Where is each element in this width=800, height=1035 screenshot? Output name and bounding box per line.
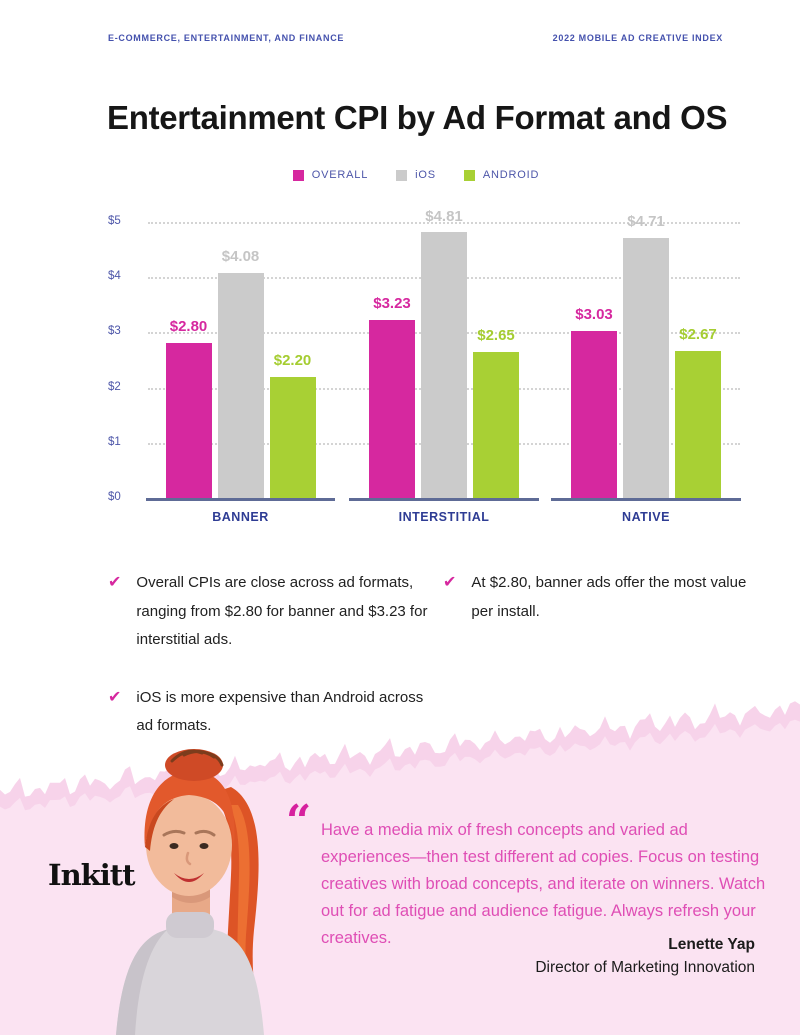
- y-axis-tick: $0: [108, 491, 121, 503]
- legend-swatch-icon: [396, 169, 408, 181]
- bar-value-label: $2.20: [273, 351, 312, 369]
- bar-value-label: $3.23: [373, 294, 411, 312]
- takeaway-item: ✔ Overall CPIs are close across ad format…: [108, 569, 430, 655]
- quote-attribution: Lenette Yap Director of Marketing Innova…: [535, 933, 755, 979]
- bar-overall-interstitial: [369, 319, 415, 498]
- quote-role: Director of Marketing Innovation: [535, 959, 755, 976]
- takeaway-text: Overall CPIs are close across ad formats…: [136, 574, 428, 648]
- bar-value-label: $2.80: [169, 318, 208, 336]
- cpi-bar-chart: $5 $4 $3 $2 $1 $0 $2.80 $4.08 $2.20 BANNER $3.23 $4…: [100, 208, 760, 527]
- x-axis-baseline: [146, 498, 335, 501]
- header-category: E-COMMERCE, ENTERTAINMENT, AND FINANCE: [108, 33, 345, 43]
- takeaway-item: ✔ At $2.80, banner ads offer the most val…: [443, 569, 765, 626]
- bar-value-label: $4.08: [221, 247, 260, 265]
- check-icon: ✔: [108, 688, 122, 706]
- bar-value-label: $4.81: [425, 207, 463, 225]
- bar-value-label: $4.71: [627, 213, 665, 231]
- legend-swatch-icon: [292, 169, 304, 181]
- bar-value-label: $2.65: [477, 326, 515, 344]
- bar-overall-banner: [165, 343, 212, 498]
- category-label-interstitial: INTERSTITIAL: [398, 510, 490, 524]
- legend-swatch-icon: [463, 169, 475, 181]
- legend-label: ANDROID: [482, 169, 540, 181]
- bar-overall-native: [571, 330, 617, 498]
- takeaways-left-column: ✔ Overall CPIs are close across ad format…: [108, 569, 430, 770]
- bar-android-native: [675, 350, 721, 498]
- legend-label: OVERALL: [311, 169, 369, 181]
- gridline: [148, 222, 740, 224]
- y-axis-tick: $3: [108, 325, 121, 338]
- header-report-name: 2022 MOBILE AD CREATIVE INDEX: [552, 33, 723, 43]
- category-label-banner: BANNER: [212, 510, 269, 524]
- x-axis-baseline: [349, 498, 539, 501]
- legend-label: iOS: [415, 169, 436, 181]
- portrait-photo: [116, 749, 264, 1035]
- quote-section: Inkitt “ Have a media mix of fresh conce…: [0, 700, 800, 1035]
- bar-android-interstitial: [473, 351, 519, 498]
- quote-author: Lenette Yap: [668, 936, 755, 953]
- check-icon: ✔: [108, 574, 122, 591]
- takeaways-right-column: ✔ At $2.80, banner ads offer the most val…: [443, 569, 765, 655]
- inkitt-logo: Inkitt: [48, 858, 136, 892]
- category-label-native: NATIVE: [622, 510, 670, 524]
- y-axis-tick: $5: [108, 215, 121, 227]
- page-title: Entertainment CPI by Ad Format and OS: [107, 99, 728, 136]
- takeaway-text: iOS is more expensive than Android acros…: [136, 688, 424, 735]
- bar-ios-native: [623, 238, 669, 498]
- chart-legend: OVERALL iOS ANDROID: [0, 169, 800, 181]
- legend-item-android: ANDROID: [463, 169, 540, 181]
- bar-ios-banner: [217, 272, 264, 498]
- takeaway-text: At $2.80, banner ads offer the most valu…: [471, 574, 747, 620]
- y-axis-tick: $4: [108, 270, 121, 283]
- bar-android-banner: [269, 376, 316, 498]
- legend-item-overall: OVERALL: [292, 169, 369, 181]
- x-axis-baseline: [551, 498, 741, 501]
- bar-ios-interstitial: [421, 232, 467, 498]
- bar-value-label: $2.67: [679, 325, 717, 343]
- open-quote-icon: “: [286, 796, 312, 847]
- y-axis-tick: $1: [108, 435, 121, 448]
- takeaway-item: ✔ iOS is more expensive than Android acro…: [108, 684, 430, 741]
- quote-text: Have a media mix of fresh concepts and v…: [321, 821, 766, 947]
- legend-item-ios: iOS: [396, 169, 436, 181]
- y-axis-tick: $2: [108, 380, 121, 393]
- bar-value-label: $3.03: [575, 305, 613, 323]
- check-icon: ✔: [443, 574, 457, 591]
